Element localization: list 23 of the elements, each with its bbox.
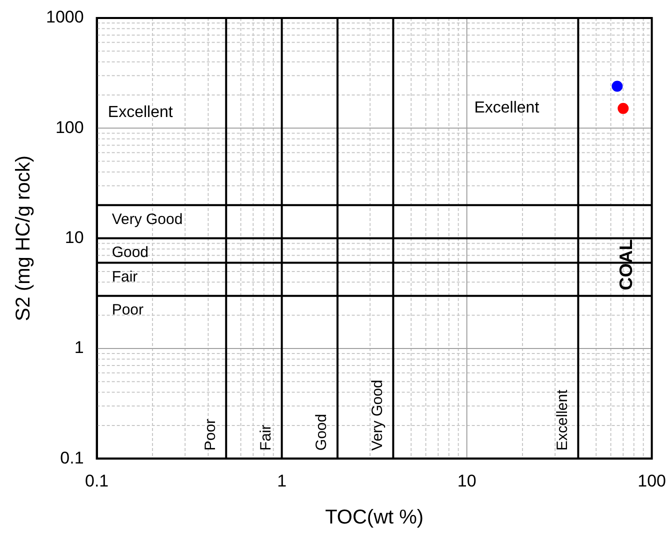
ref-line-label: Excellent — [554, 388, 571, 451]
y-tick-label: 10 — [64, 228, 84, 247]
ref-line-label: Very Good — [368, 380, 386, 451]
x-axis-title: TOC(wt %) — [325, 506, 424, 529]
x-tick-label: 1 — [277, 471, 287, 490]
y-tick-label: 0.1 — [60, 448, 84, 468]
x-tick-label: 10 — [457, 471, 476, 490]
ref-line-label: Good — [112, 244, 149, 261]
y-tick-label: 100 — [55, 118, 84, 137]
ref-line-label: Good — [313, 414, 330, 451]
y-axis-title: S2 (mg HC/g rock) — [12, 156, 35, 322]
ref-line-label: Very Good — [112, 210, 183, 228]
x-tick-label: 0.1 — [85, 471, 109, 490]
annotation: COAL — [616, 239, 636, 290]
ref-line-label: Fair — [112, 268, 138, 286]
y-tick-label: 1000 — [46, 8, 84, 27]
ref-line-label: Poor — [112, 302, 144, 319]
x-tick-label: 100 — [638, 471, 666, 490]
ref-line-label: Poor — [202, 418, 219, 451]
annotation: Excellent — [108, 104, 174, 122]
y-tick-label: 1 — [74, 338, 84, 358]
ref-line-label: Fair — [257, 424, 274, 451]
annotation: Excellent — [474, 100, 540, 117]
